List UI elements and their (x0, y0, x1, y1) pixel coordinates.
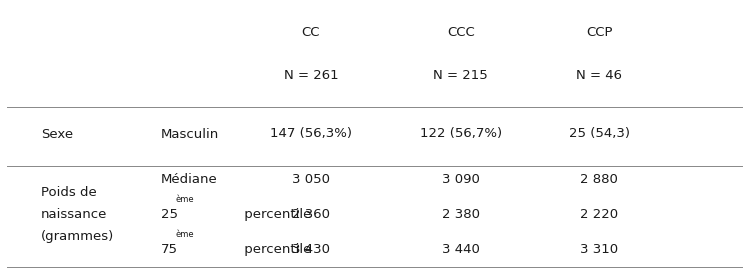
Text: percentile: percentile (240, 243, 311, 256)
Text: 25 (54,3): 25 (54,3) (568, 128, 630, 140)
Text: 2 880: 2 880 (580, 173, 618, 186)
Text: 2 380: 2 380 (442, 208, 479, 221)
Text: Médiane: Médiane (161, 173, 218, 186)
Text: N = 261: N = 261 (284, 69, 338, 81)
Text: 3 440: 3 440 (442, 243, 479, 256)
Text: ème: ème (176, 195, 195, 204)
Text: N = 215: N = 215 (433, 69, 488, 81)
Text: CCC: CCC (446, 26, 475, 39)
Text: 122 (56,7%): 122 (56,7%) (419, 128, 502, 140)
Text: Masculin: Masculin (161, 128, 219, 140)
Text: ème: ème (176, 230, 195, 239)
Text: 2 360: 2 360 (292, 208, 330, 221)
Text: CC: CC (302, 26, 320, 39)
Text: 3 310: 3 310 (580, 243, 618, 256)
Text: percentile: percentile (240, 208, 311, 221)
Text: 3 430: 3 430 (292, 243, 330, 256)
Text: N = 46: N = 46 (576, 69, 622, 81)
Text: 2 220: 2 220 (580, 208, 618, 221)
Text: 3 050: 3 050 (292, 173, 330, 186)
Text: 147 (56,3%): 147 (56,3%) (270, 128, 352, 140)
Text: CCP: CCP (586, 26, 613, 39)
Text: Sexe: Sexe (41, 128, 73, 140)
Text: 3 090: 3 090 (442, 173, 479, 186)
Text: Poids de
naissance
(grammes): Poids de naissance (grammes) (41, 186, 115, 243)
Text: 25: 25 (161, 208, 178, 221)
Text: 75: 75 (161, 243, 178, 256)
